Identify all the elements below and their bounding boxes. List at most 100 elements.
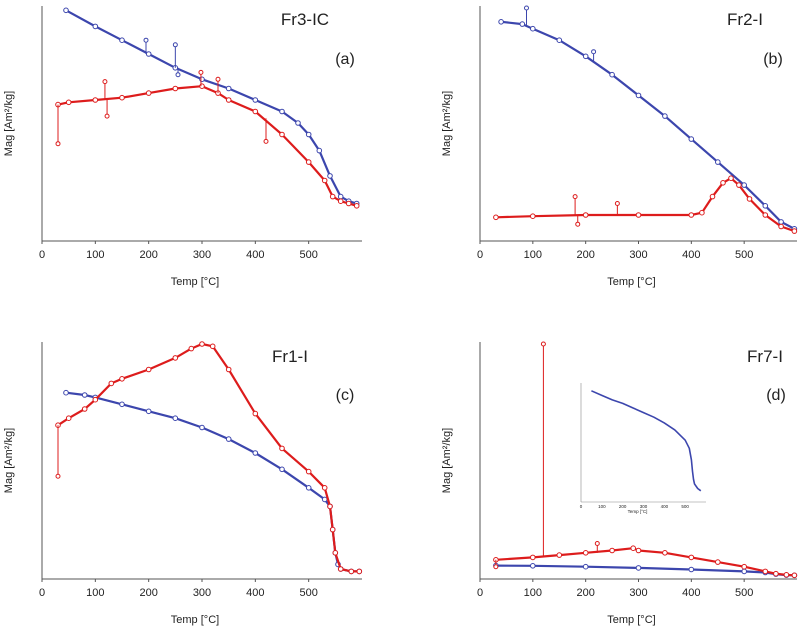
x-tick-label: 200 <box>139 249 157 261</box>
cooling-data-point <box>688 566 695 573</box>
heating-data-point <box>199 83 205 89</box>
heating-data-point <box>337 566 344 572</box>
heating-data-point <box>635 212 642 218</box>
panel-title: Fr2-I <box>727 10 763 29</box>
y-axis-label: Mag [Am²/kg] <box>441 428 453 493</box>
heating-data-point <box>225 366 232 373</box>
cooling-data-point <box>119 37 125 44</box>
x-tick-label: 0 <box>39 587 45 599</box>
heating-data-point <box>252 410 259 417</box>
cooling-spike-point <box>175 72 181 78</box>
x-tick-label: 100 <box>524 249 542 261</box>
x-axis-label: Temp [°C] <box>607 614 655 626</box>
heating-data-point <box>662 550 668 556</box>
heating-data-point <box>709 193 716 200</box>
x-tick-label: 400 <box>246 587 264 599</box>
cooling-data-point <box>582 563 589 570</box>
heating-data-point <box>635 547 642 554</box>
x-tick-label: 100 <box>524 587 542 599</box>
panel-letter: (d) <box>766 387 786 404</box>
heating-data-point <box>345 200 352 207</box>
heating-spike-point <box>493 564 499 570</box>
heating-spike-point <box>215 76 221 82</box>
heating-data-point <box>329 526 336 533</box>
panel-d: 0 100 200 300 400 500 Temp [°C] Mag [Am²/kg] Fr7… <box>441 341 798 626</box>
cooling-data-point <box>688 136 695 142</box>
heating-data-point <box>252 108 259 115</box>
x-tick-label: 500 <box>299 587 317 599</box>
heating-data-point <box>728 175 734 181</box>
cooling-data-point <box>662 113 668 119</box>
panel-title: Fr3-IC <box>281 10 329 29</box>
x-tick-label: 300 <box>193 587 211 599</box>
x-tick-label: 400 <box>246 249 264 261</box>
heating-data-point <box>305 468 312 475</box>
heating-data-point <box>279 131 285 138</box>
inset-x-tick-label: 500 <box>681 504 689 509</box>
cooling-data-point <box>199 76 205 83</box>
cooling-data-point <box>498 19 504 25</box>
heating-data-point <box>225 97 232 103</box>
heating-data-point <box>332 550 339 556</box>
heating-spike-point <box>594 541 600 547</box>
heating-data-point <box>321 485 328 491</box>
panel-letter: (a) <box>335 51 355 68</box>
heating-spike-point <box>55 473 61 479</box>
heating-data-point <box>791 228 798 234</box>
heating-data-point <box>209 343 216 350</box>
heating-data-point <box>783 572 790 578</box>
heating-spike-point <box>540 341 546 347</box>
heating-data-point <box>720 180 726 186</box>
x-axis-label: Temp [°C] <box>171 614 219 626</box>
x-tick-label: 500 <box>299 249 317 261</box>
x-tick-label: 300 <box>629 249 647 261</box>
heating-series-line <box>494 177 796 233</box>
heating-data-point <box>762 212 769 218</box>
cooling-data-point <box>321 496 328 503</box>
panel-title: Fr7-I <box>747 347 783 366</box>
cooling-data-point <box>225 85 232 92</box>
x-tick-label: 300 <box>193 249 211 261</box>
cooling-data-point <box>295 120 301 126</box>
heating-data-point <box>736 182 742 188</box>
cooling-data-point <box>582 53 589 60</box>
cooling-data-point <box>519 21 526 27</box>
cooling-data-point <box>556 37 563 44</box>
cooling-data-point <box>225 436 232 442</box>
cooling-data-point <box>609 71 615 78</box>
heating-data-point <box>353 203 360 209</box>
heating-data-point <box>582 550 589 556</box>
heating-data-point <box>530 554 536 561</box>
inset-x-tick-label: 100 <box>598 504 606 509</box>
heating-data-point <box>778 223 784 230</box>
cooling-spike-point <box>172 42 178 48</box>
heating-data-point <box>172 355 179 361</box>
heating-spike-point <box>104 113 110 119</box>
panel-letter: (b) <box>763 51 783 68</box>
heating-data-point <box>145 366 152 373</box>
cooling-data-point <box>741 568 748 575</box>
heating-data-point <box>65 99 72 106</box>
cooling-data-point <box>327 173 333 179</box>
cooling-series-line <box>64 9 358 205</box>
x-tick-label: 0 <box>477 587 483 599</box>
cooling-data-point <box>279 466 285 473</box>
cooling-data-point <box>316 147 323 154</box>
heating-data-point <box>92 97 99 103</box>
x-tick-label: 400 <box>682 587 700 599</box>
panel-b: 0 100 200 300 400 500 Temp [°C] Mag [Am²/kg] Fr2… <box>441 5 798 288</box>
cooling-data-point <box>252 97 259 103</box>
cooling-data-point <box>81 392 88 398</box>
inset-x-tick-label: 400 <box>661 504 669 509</box>
heating-data-point <box>108 380 115 387</box>
heating-data-point <box>65 415 72 422</box>
cooling-spike-point <box>143 37 149 43</box>
heating-data-point <box>348 568 355 575</box>
cooling-data-point <box>530 563 536 569</box>
cooling-data-point <box>715 159 721 165</box>
cooling-data-point <box>635 92 642 99</box>
cooling-data-point <box>337 193 344 200</box>
heating-data-point <box>556 552 563 558</box>
cooling-data-point <box>530 25 536 32</box>
